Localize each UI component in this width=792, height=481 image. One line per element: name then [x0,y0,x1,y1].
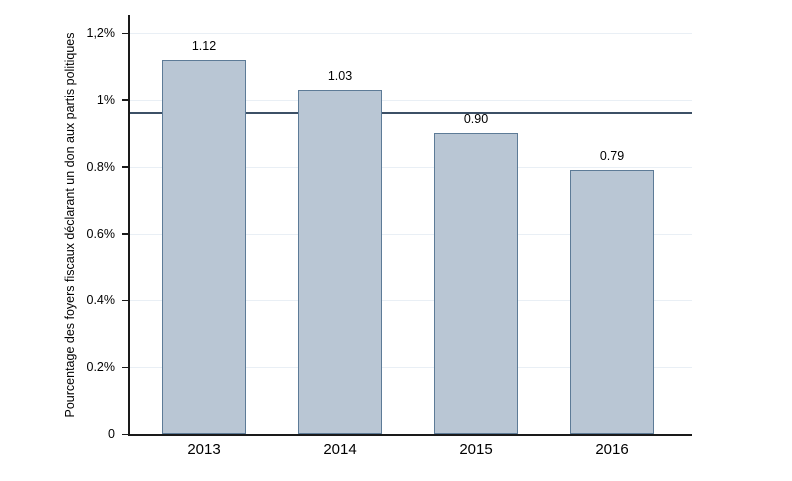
bar-value-label: 1.12 [191,38,217,53]
bar-value-label: 0.90 [463,112,489,127]
x-tick-label: 2013 [187,441,221,458]
y-tick-label: 0.4% [86,293,116,308]
bar-value-label: 1.03 [327,68,353,83]
gridline [129,367,692,369]
bar [570,170,654,434]
gridline [129,300,692,302]
gridline [129,33,692,34]
y-tick-mark [122,32,129,34]
bar [162,59,246,434]
x-axis-line [129,434,692,436]
gridline [129,99,692,101]
bar-value-label: 0.79 [599,149,625,163]
y-tick-label: 0.2% [86,360,116,375]
x-tick-label: 2016 [595,441,629,458]
x-tick-label: 2014 [323,441,357,458]
x-tick-label: 2015 [459,441,493,458]
gridline [129,233,692,235]
y-tick-mark [122,366,129,369]
y-tick-label: 0.6% [86,226,116,241]
reference-line [129,112,692,115]
bar [298,89,382,434]
y-tick-mark [122,433,129,435]
gridline [129,166,692,168]
y-tick-label: 1% [96,92,115,107]
y-tick-mark [122,299,129,302]
y-axis-line [128,15,130,436]
y-tick-label: 0 [108,427,115,441]
y-tick-label: 1,2% [86,26,116,40]
y-tick-mark [122,233,129,235]
bar [434,133,518,435]
y-tick-mark [122,99,129,101]
y-tick-mark [122,166,129,168]
y-tick-label: 0.8% [86,159,116,174]
